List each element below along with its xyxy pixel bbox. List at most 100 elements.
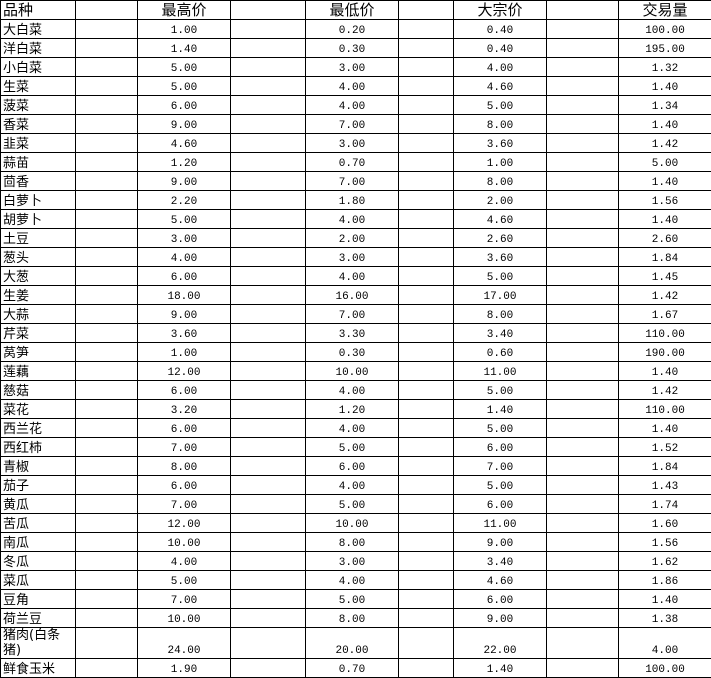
spacer-cell [76, 457, 138, 476]
cell-low-price: 5.00 [306, 590, 399, 609]
spacer-cell [399, 115, 454, 134]
cell-volume: 1.45 [619, 267, 711, 286]
cell-bulk-price: 8.00 [454, 305, 547, 324]
cell-high-price: 5.00 [138, 58, 231, 77]
spacer-cell [399, 324, 454, 343]
spacer-cell [547, 495, 619, 514]
spacer-cell [399, 495, 454, 514]
spacer-cell [399, 1, 454, 20]
cell-variety: 菜瓜 [1, 571, 76, 590]
spacer-cell [76, 552, 138, 571]
cell-low-price: 4.00 [306, 419, 399, 438]
spacer-cell [399, 419, 454, 438]
cell-bulk-price: 5.00 [454, 419, 547, 438]
cell-bulk-price: 5.00 [454, 476, 547, 495]
spacer-cell [547, 286, 619, 305]
cell-bulk-price: 3.60 [454, 248, 547, 267]
spacer-cell [231, 628, 306, 659]
spacer-cell [76, 495, 138, 514]
cell-volume: 1.84 [619, 457, 711, 476]
cell-volume: 1.67 [619, 305, 711, 324]
spacer-cell [231, 1, 306, 20]
spacer-cell [231, 419, 306, 438]
cell-low-price: 7.00 [306, 305, 399, 324]
cell-low-price: 2.00 [306, 229, 399, 248]
spacer-cell [231, 58, 306, 77]
spacer-cell [399, 628, 454, 659]
spacer-cell [76, 400, 138, 419]
spacer-cell [399, 476, 454, 495]
cell-low-price: 5.00 [306, 495, 399, 514]
spacer-cell [231, 267, 306, 286]
spacer-cell [399, 305, 454, 324]
cell-variety: 荷兰豆 [1, 609, 76, 628]
spacer-cell [76, 286, 138, 305]
cell-variety: 大蒜 [1, 305, 76, 324]
spacer-cell [231, 476, 306, 495]
cell-bulk-price: 0.40 [454, 20, 547, 39]
cell-low-price: 0.20 [306, 20, 399, 39]
cell-volume: 1.42 [619, 381, 711, 400]
spacer-cell [231, 248, 306, 267]
spacer-cell [399, 248, 454, 267]
cell-bulk-price: 1.00 [454, 153, 547, 172]
spacer-cell [76, 248, 138, 267]
cell-variety: 冬瓜 [1, 552, 76, 571]
spacer-cell [231, 533, 306, 552]
cell-low-price: 3.30 [306, 324, 399, 343]
cell-volume: 110.00 [619, 324, 711, 343]
spacer-cell [399, 286, 454, 305]
cell-low-price: 0.70 [306, 153, 399, 172]
spacer-cell [399, 590, 454, 609]
spacer-cell [231, 609, 306, 628]
cell-bulk-price: 5.00 [454, 267, 547, 286]
cell-high-price: 9.00 [138, 115, 231, 134]
cell-variety: 猪肉(白条猪) [1, 628, 76, 659]
header-variety: 品种 [1, 1, 76, 20]
cell-bulk-price: 9.00 [454, 533, 547, 552]
cell-volume: 5.00 [619, 153, 711, 172]
spacer-cell [231, 381, 306, 400]
cell-bulk-price: 2.00 [454, 191, 547, 210]
cell-bulk-price: 4.60 [454, 571, 547, 590]
cell-volume: 1.86 [619, 571, 711, 590]
spacer-cell [76, 96, 138, 115]
spacer-cell [547, 267, 619, 286]
cell-bulk-price: 8.00 [454, 115, 547, 134]
spacer-cell [547, 628, 619, 659]
spacer-cell [547, 229, 619, 248]
spacer-cell [76, 381, 138, 400]
cell-bulk-price: 6.00 [454, 590, 547, 609]
spacer-cell [76, 533, 138, 552]
cell-bulk-price: 1.40 [454, 400, 547, 419]
cell-volume: 1.52 [619, 438, 711, 457]
cell-volume: 1.40 [619, 210, 711, 229]
spacer-cell [231, 324, 306, 343]
spacer-cell [399, 457, 454, 476]
spacer-cell [231, 343, 306, 362]
cell-variety: 韭菜 [1, 134, 76, 153]
spacer-cell [399, 77, 454, 96]
cell-variety: 土豆 [1, 229, 76, 248]
cell-high-price: 24.00 [138, 628, 231, 659]
spacer-cell [547, 457, 619, 476]
spacer-cell [231, 77, 306, 96]
spacer-cell [399, 362, 454, 381]
spacer-cell [76, 419, 138, 438]
cell-low-price: 4.00 [306, 96, 399, 115]
cell-variety: 香菜 [1, 115, 76, 134]
cell-variety: 蒜苗 [1, 153, 76, 172]
cell-volume: 1.40 [619, 362, 711, 381]
cell-low-price: 16.00 [306, 286, 399, 305]
